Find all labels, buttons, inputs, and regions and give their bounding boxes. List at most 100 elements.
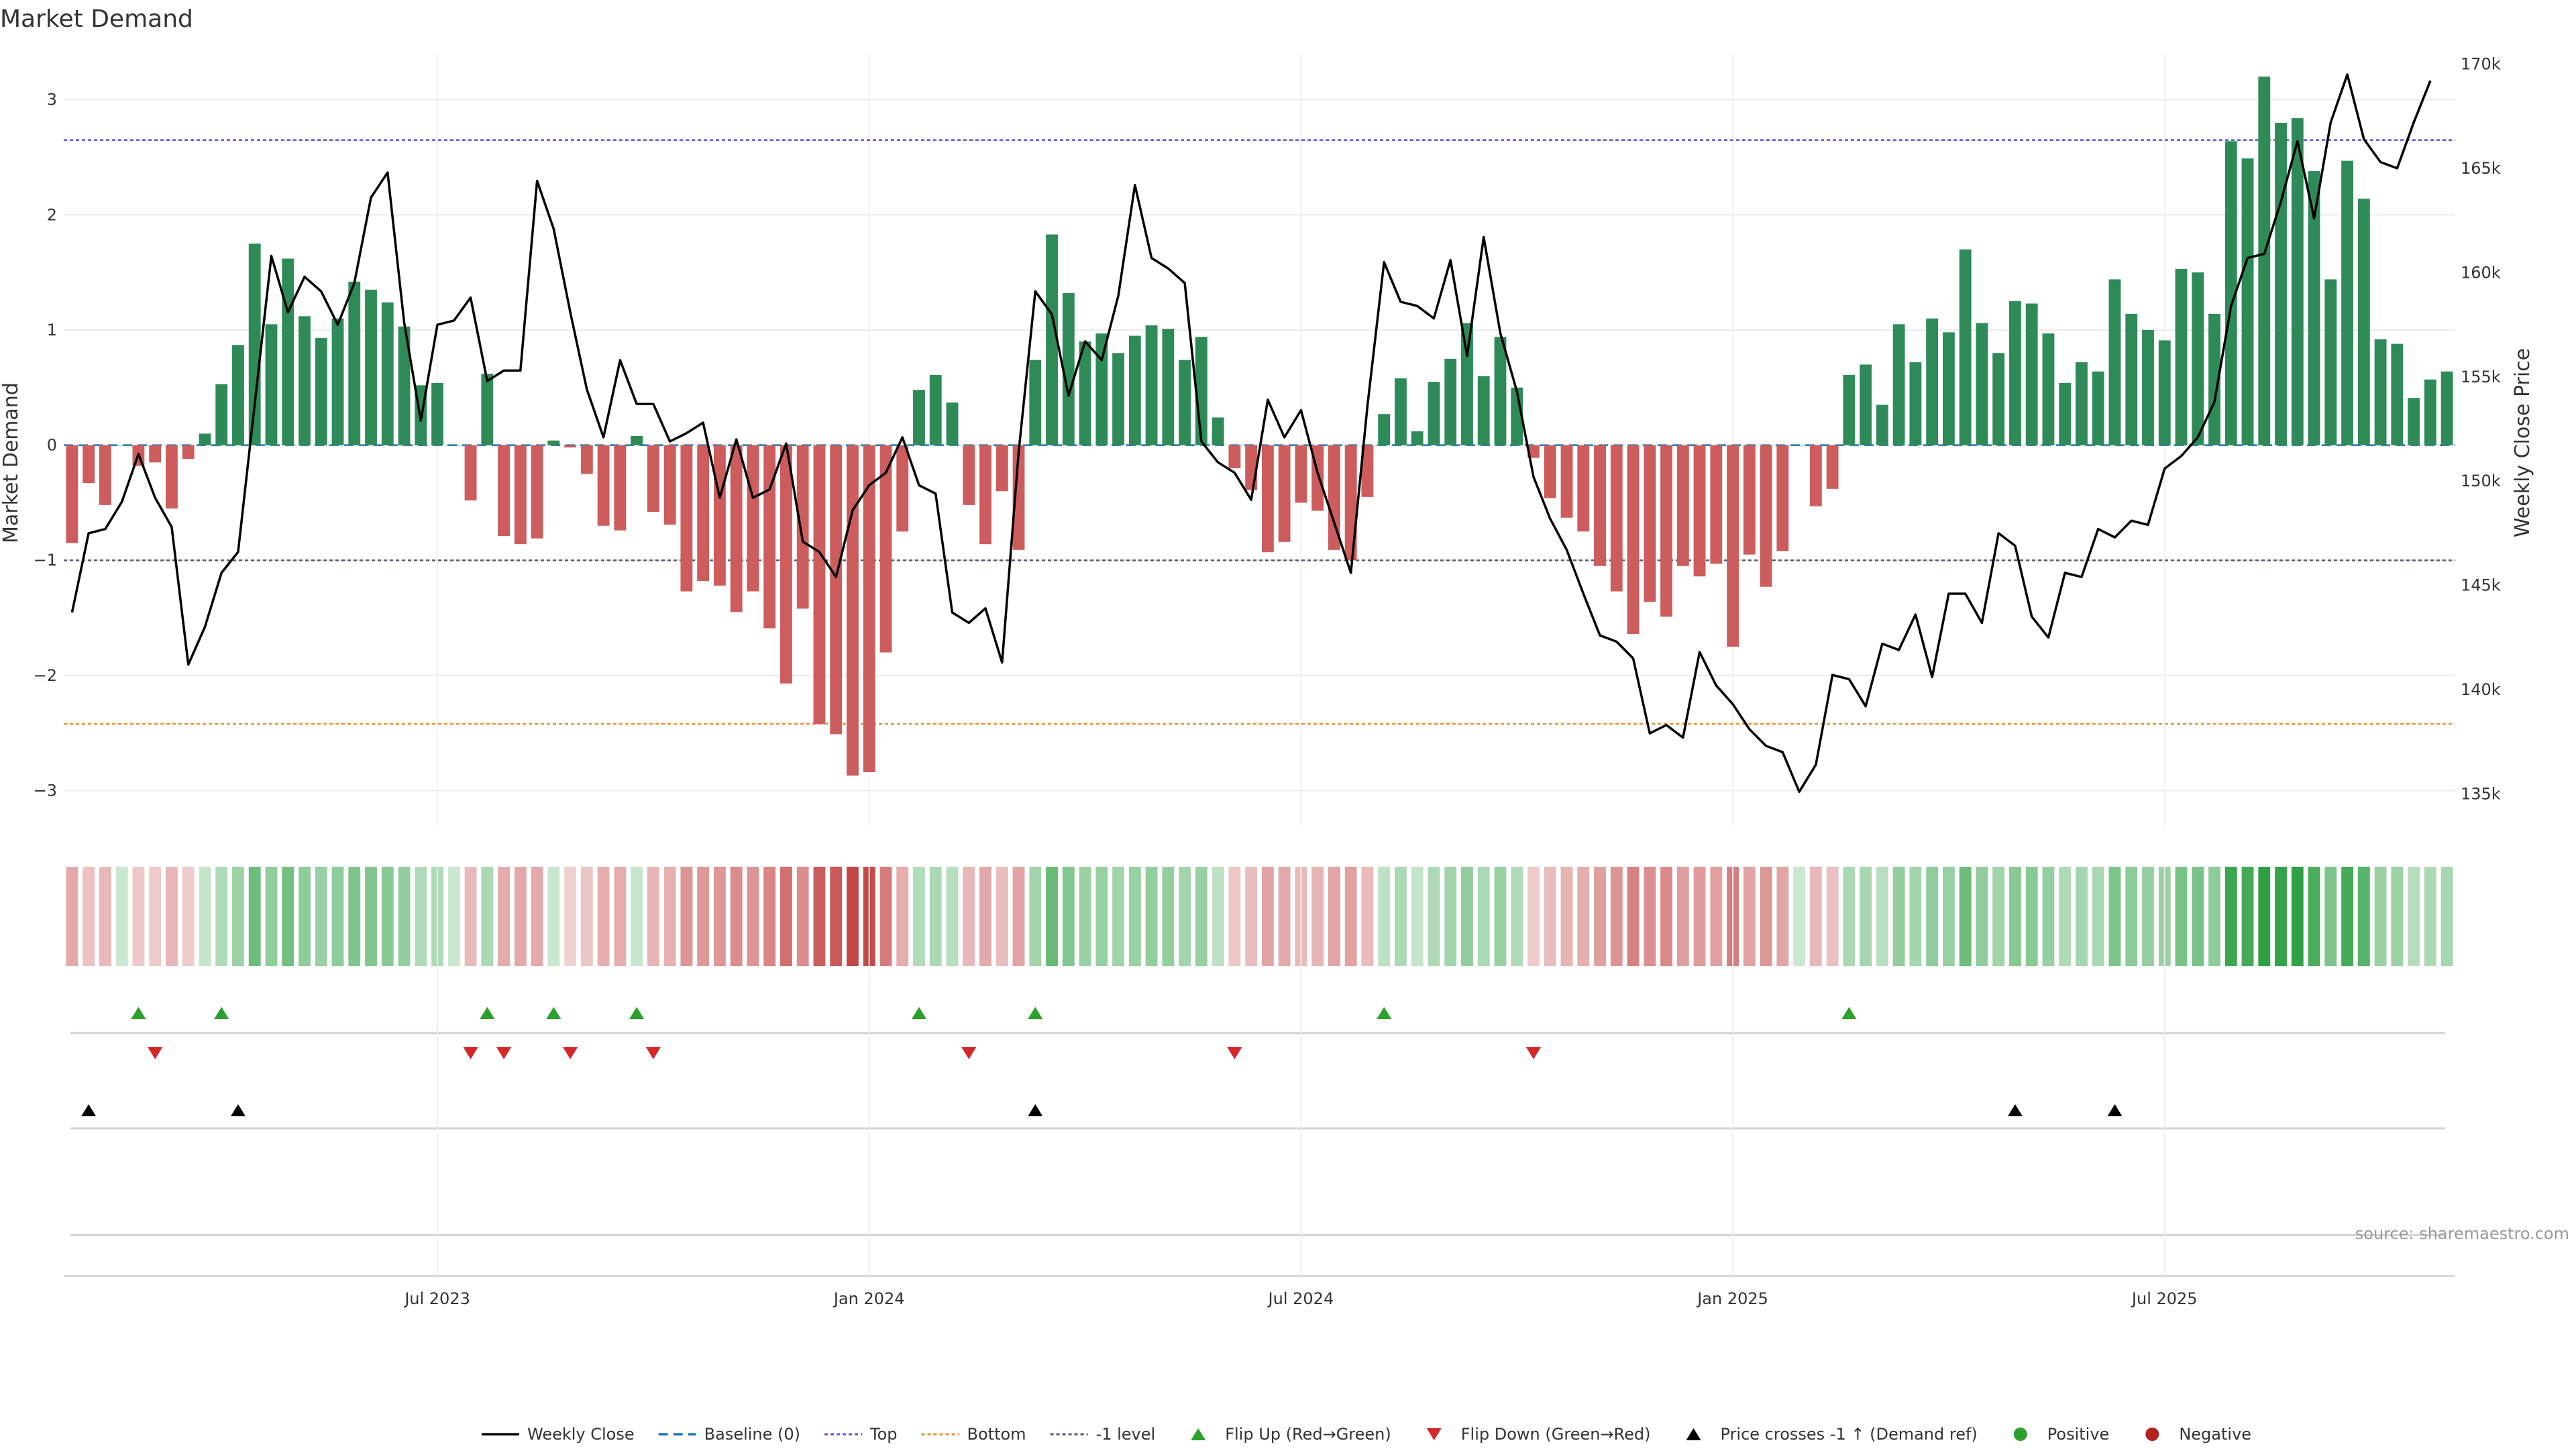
legend: Weekly Close Baseline (0) Top Bottom -1 leve…	[482, 1425, 2251, 1444]
heat-cell	[1311, 867, 1324, 966]
demand-bar	[1411, 431, 1424, 445]
demand-bar	[66, 445, 78, 543]
heat-cell	[1560, 867, 1573, 966]
heat-cell	[149, 867, 162, 966]
heat-cell	[1776, 867, 1789, 966]
legend-item: Positive	[2013, 1425, 2110, 1444]
demand-bar	[2042, 333, 2055, 445]
demand-bar	[1079, 341, 1091, 445]
demand-bar	[879, 445, 892, 653]
heat-cell	[2341, 867, 2353, 966]
left-axis-label: Market Demand	[0, 382, 23, 543]
heat-cell	[2125, 867, 2138, 966]
heat-cell	[747, 867, 759, 966]
heat-cell	[2275, 867, 2287, 966]
demand-bar	[166, 445, 178, 508]
legend-swatch-triangle-up	[1686, 1428, 1701, 1440]
left-tick-label: −3	[34, 782, 57, 800]
demand-bar	[2440, 371, 2453, 445]
flip-down-marker	[1525, 1047, 1541, 1059]
heat-cell	[647, 867, 659, 966]
legend-label: Bottom	[967, 1425, 1026, 1444]
demand-bar	[2025, 303, 2038, 445]
legend-item: Flip Down (Green→Red)	[1426, 1425, 1651, 1444]
heat-cell	[1976, 867, 1988, 966]
heat-cell	[2076, 867, 2088, 966]
heat-cell	[481, 867, 494, 966]
demand-bar	[1660, 445, 1672, 617]
demand-bar	[1261, 445, 1274, 553]
heat-cell	[896, 867, 909, 966]
demand-bar	[381, 302, 394, 445]
demand-bar	[431, 382, 443, 445]
demand-bar	[1295, 445, 1307, 503]
demand-bar	[348, 281, 361, 445]
price-cross-marker	[1028, 1104, 1043, 1116]
legend-swatch-circle	[2013, 1428, 2027, 1441]
heat-cell	[614, 867, 627, 966]
flip-up-marker	[214, 1007, 229, 1019]
heat-cell	[1511, 867, 1523, 966]
heat-cell	[1179, 867, 1191, 966]
heat-cell	[1793, 867, 1806, 966]
chart-title: Market Demand	[0, 5, 193, 33]
heat-cell	[381, 867, 394, 966]
demand-bar	[83, 445, 95, 484]
demand-bar	[199, 433, 211, 445]
demand-bar	[2224, 141, 2237, 445]
heat-cell	[1627, 867, 1640, 966]
heat-cell	[1710, 867, 1723, 966]
demand-bar	[464, 445, 477, 500]
heat-cell	[2324, 867, 2337, 966]
heat-cell	[813, 867, 826, 966]
demand-bar	[1892, 324, 1905, 445]
demand-bar	[1095, 333, 1108, 445]
heat-cell	[979, 867, 991, 966]
legend-item: -1 level	[1050, 1425, 1155, 1444]
legend-item: Weekly Close	[482, 1425, 635, 1444]
flip-down-marker	[645, 1047, 661, 1059]
heat-cell	[1378, 867, 1391, 966]
demand-bar	[232, 345, 244, 445]
flip-markers	[70, 1007, 2445, 1059]
demand-bar	[1145, 325, 1158, 445]
heat-cell	[1544, 867, 1556, 966]
demand-bar	[1461, 323, 1473, 445]
heat-cell	[1261, 867, 1274, 966]
heat-cell	[697, 867, 710, 966]
heat-cell	[2208, 867, 2220, 966]
legend-swatch-triangle-down	[1426, 1428, 1442, 1440]
demand-bar	[1128, 335, 1141, 445]
demand-bar	[830, 445, 843, 735]
heat-cell	[996, 867, 1008, 966]
x-tick-label: Jan 2024	[833, 1289, 905, 1308]
demand-bar	[2241, 158, 2254, 445]
heat-cell	[680, 867, 693, 966]
legend-swatch-circle	[2145, 1428, 2159, 1441]
heat-cell	[631, 867, 643, 966]
heat-cell	[2042, 867, 2055, 966]
heat-cell	[215, 867, 228, 966]
legend-item: Bottom	[921, 1425, 1026, 1444]
demand-bar	[1976, 323, 1988, 445]
demand-bar	[1992, 353, 2005, 445]
legend-label: Positive	[2047, 1425, 2110, 1444]
demand-bar	[398, 326, 411, 445]
demand-bar	[547, 440, 560, 445]
demand-bar	[1627, 445, 1640, 635]
heat-cell	[1876, 867, 1888, 966]
heat-cell	[1344, 867, 1357, 966]
heat-cell	[1610, 867, 1623, 966]
demand-bar	[1644, 445, 1656, 602]
demand-bar	[447, 445, 460, 446]
demand-bar	[2357, 199, 2370, 445]
demand-bar	[929, 374, 942, 445]
demand-bar	[2158, 340, 2171, 445]
heat-cell	[1095, 867, 1108, 966]
demand-bar	[1029, 360, 1042, 445]
heat-cell	[1062, 867, 1075, 966]
legend-label: Price crosses -1 ↑ (Demand ref)	[1721, 1425, 1978, 1444]
heat-cell	[1577, 867, 1590, 966]
heat-cell	[547, 867, 560, 966]
demand-bar	[780, 445, 792, 684]
